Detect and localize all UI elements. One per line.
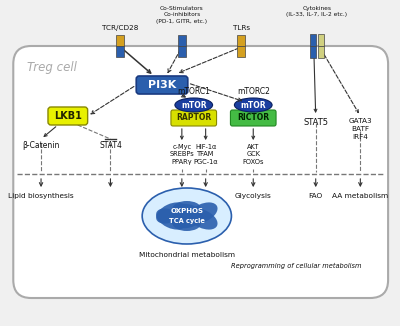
Text: RAPTOR: RAPTOR [176,113,211,123]
FancyBboxPatch shape [13,46,388,298]
Text: AKT
GCK
FOXOs: AKT GCK FOXOs [242,144,264,165]
FancyBboxPatch shape [136,76,188,94]
Bar [318,46,324,58]
Bar [116,46,124,57]
Text: STAT4: STAT4 [99,141,122,150]
Ellipse shape [175,98,212,112]
Text: mTOR: mTOR [240,100,266,110]
Text: mTOR: mTOR [181,100,206,110]
Ellipse shape [188,208,218,230]
Text: HIF-1α
TFAM
PGC-1α: HIF-1α TFAM PGC-1α [193,144,218,165]
FancyBboxPatch shape [230,110,276,126]
Bar [116,35,124,46]
Text: c-Myc
SREBPs
PPARγ: c-Myc SREBPs PPARγ [170,144,194,165]
Ellipse shape [173,201,201,215]
Ellipse shape [156,202,186,224]
Text: TCR/CD28: TCR/CD28 [102,25,138,31]
Bar [237,35,245,46]
Bar [310,46,316,58]
Ellipse shape [171,210,202,228]
Text: mTORC1: mTORC1 [177,87,210,96]
Text: RICTOR: RICTOR [237,113,269,123]
Text: Co-Stimulators
Co-inhibitors
(PD-1, GITR, etc.): Co-Stimulators Co-inhibitors (PD-1, GITR… [156,6,208,24]
Text: STAT5: STAT5 [303,118,328,127]
Text: Mitochondrial metabolism: Mitochondrial metabolism [139,252,235,258]
Ellipse shape [188,202,218,224]
Bar [310,34,316,46]
Ellipse shape [156,208,186,230]
Text: TCA cycle: TCA cycle [169,218,205,224]
Text: PI3K: PI3K [148,80,176,90]
Bar [318,34,324,46]
Text: Reprogramming of cellular metabolism: Reprogramming of cellular metabolism [231,263,361,269]
Ellipse shape [171,204,202,222]
Text: Cytokines
(IL-33, IL-7, IL-2 etc.): Cytokines (IL-33, IL-7, IL-2 etc.) [286,6,347,17]
Text: Glycolysis: Glycolysis [235,193,272,199]
Ellipse shape [234,98,272,112]
Text: Treg cell: Treg cell [27,61,77,74]
Text: mTORC2: mTORC2 [237,87,270,96]
Text: β-Catenin: β-Catenin [22,141,60,150]
FancyBboxPatch shape [171,110,216,126]
Bar [178,35,186,46]
Text: AA metabolism: AA metabolism [332,193,388,199]
Text: TLRs: TLRs [233,25,250,31]
Ellipse shape [142,188,232,244]
Text: OXPHOS: OXPHOS [170,208,203,214]
Bar [178,46,186,57]
FancyBboxPatch shape [48,107,88,125]
Text: GATA3
BATF
IRF4: GATA3 BATF IRF4 [348,118,372,140]
Text: Lipid biosynthesis: Lipid biosynthesis [8,193,74,199]
Text: LKB1: LKB1 [54,111,82,121]
Bar [237,46,245,57]
Ellipse shape [173,217,201,231]
Text: FAO: FAO [308,193,323,199]
